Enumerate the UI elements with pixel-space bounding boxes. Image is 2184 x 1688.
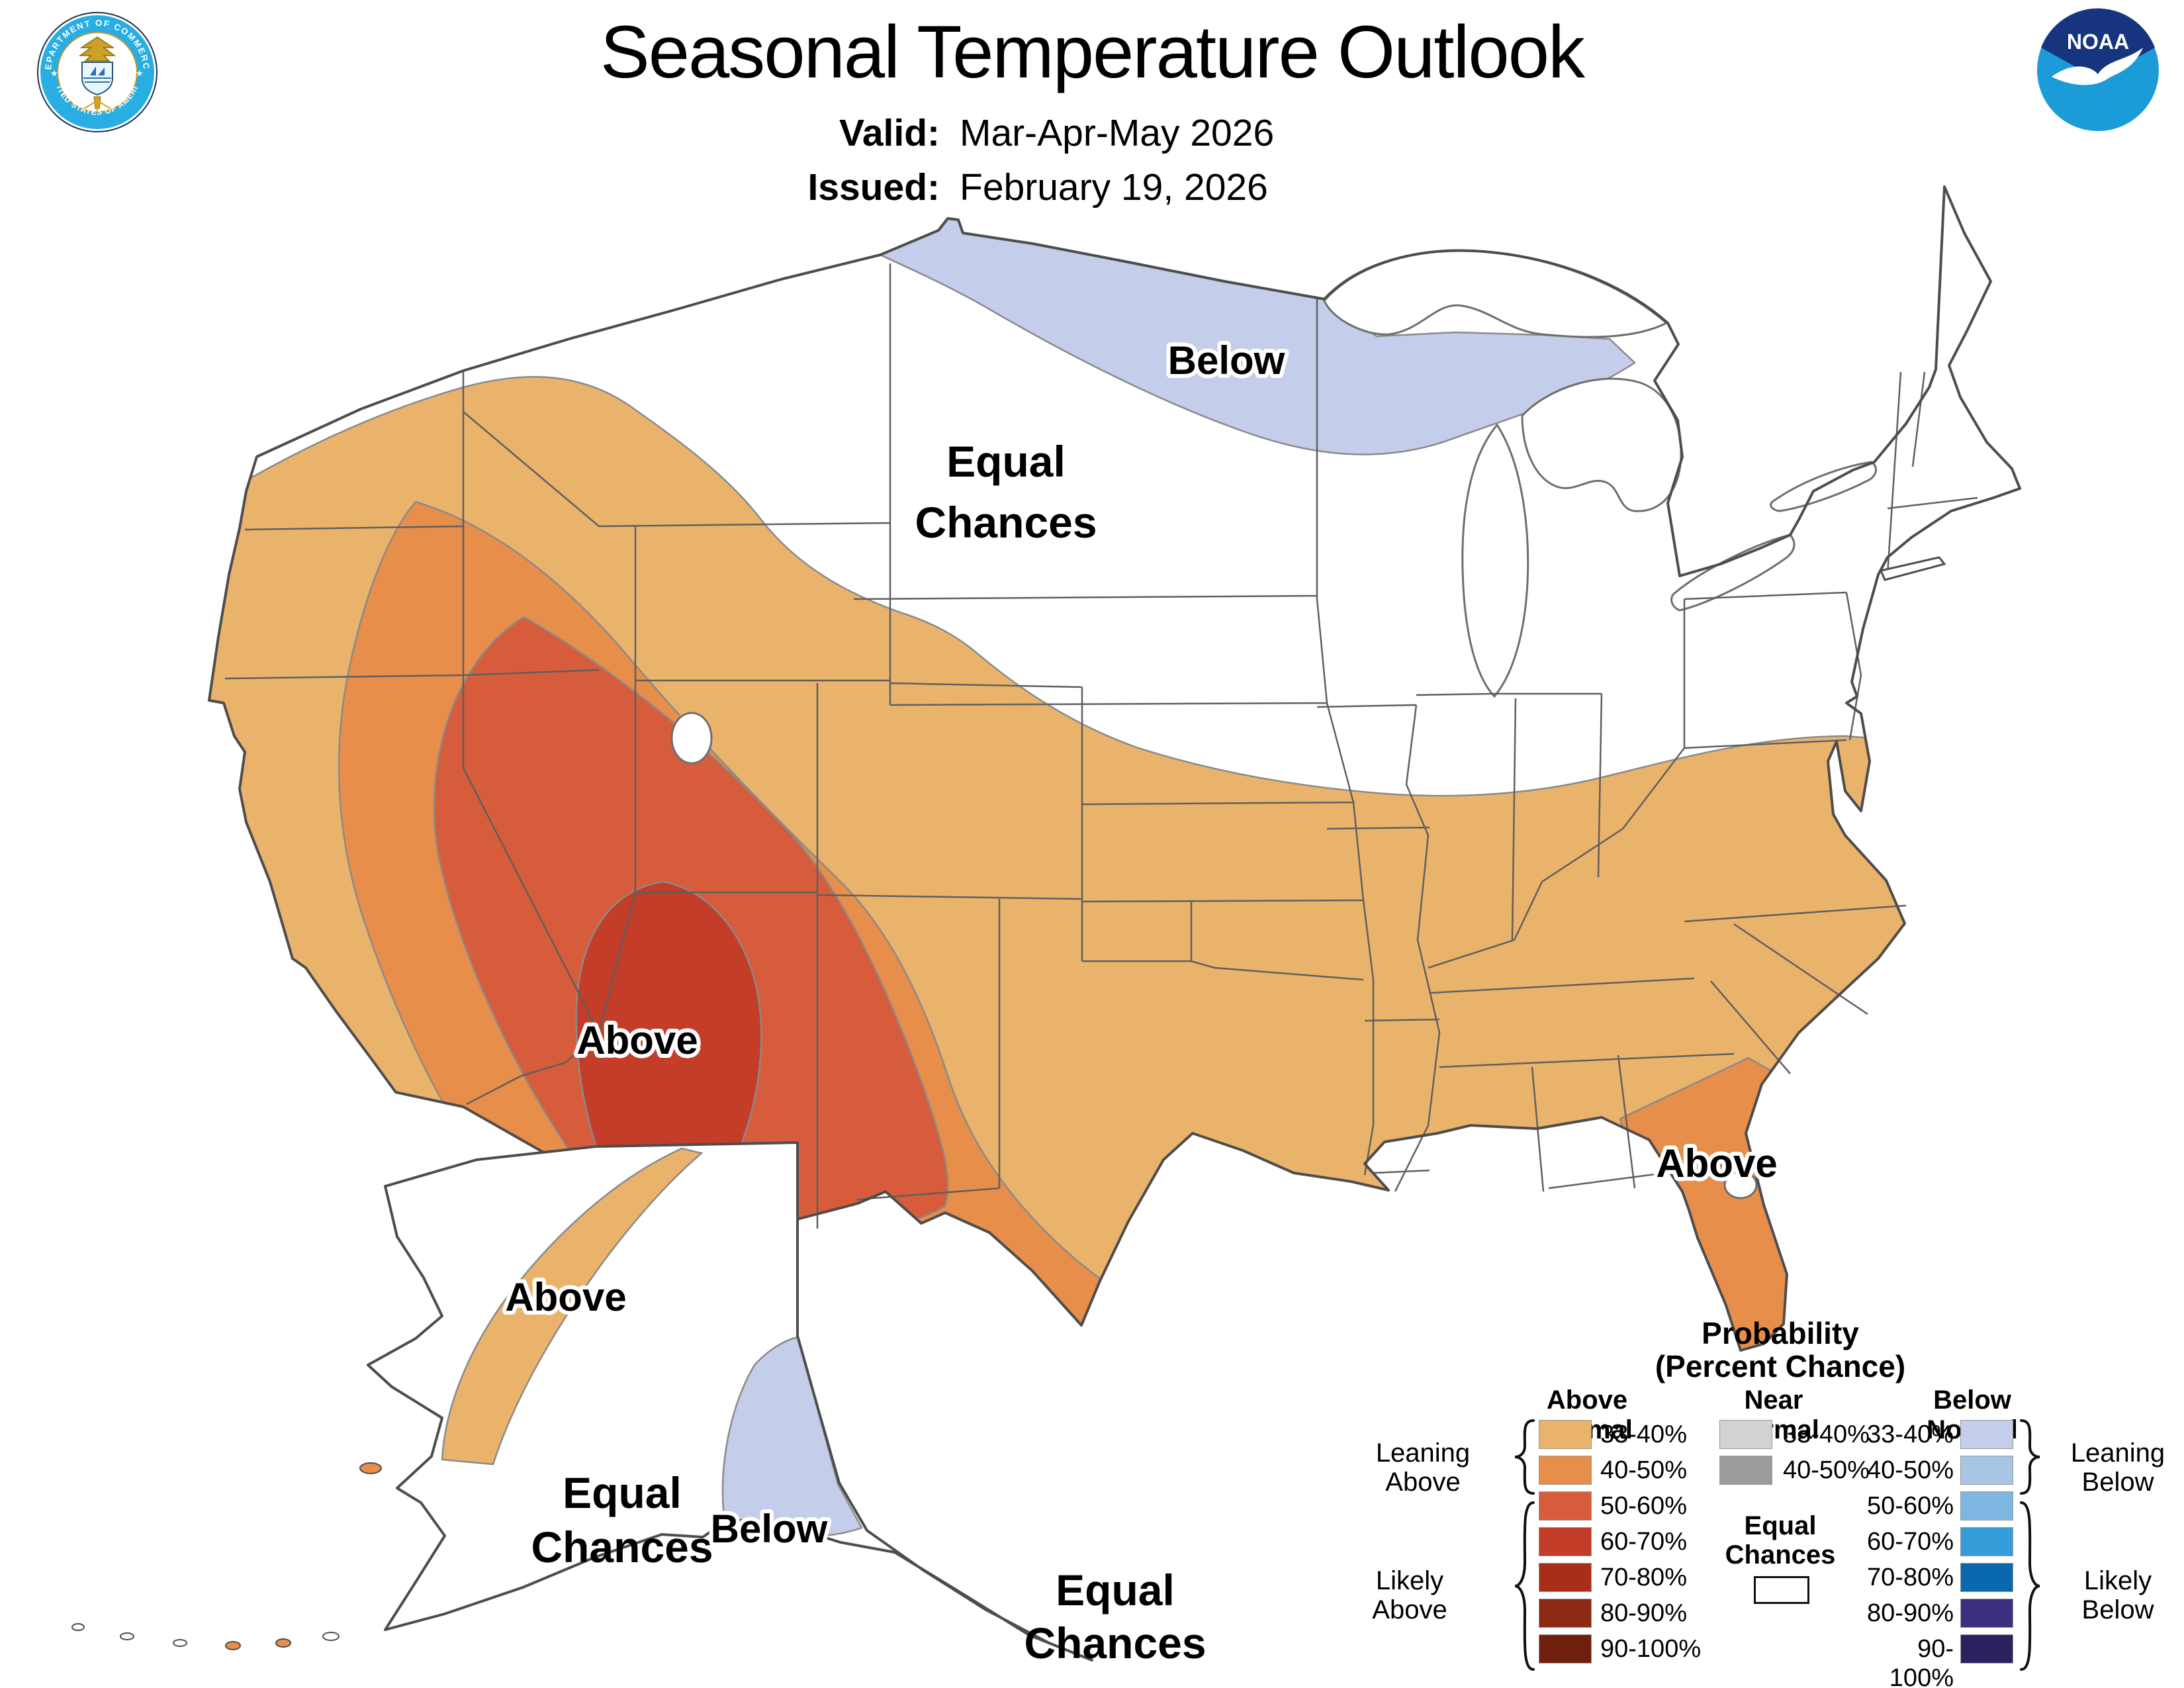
label-sw-above: Above	[576, 1018, 698, 1062]
legend-swatch-below-60-70	[1960, 1527, 2013, 1556]
conus-outline	[208, 185, 2021, 1352]
legend-leaning-below-label: Leaning Below	[2070, 1438, 2165, 1497]
noaa-logo-text: NOAA	[2067, 30, 2129, 54]
legend-swatch-below-70-80	[1960, 1563, 2013, 1592]
ak-region-above-33-40	[441, 1147, 704, 1466]
label-conus-equal-1: Equal	[946, 437, 1066, 486]
label-ak-above: Above	[505, 1275, 626, 1319]
legend-swatch-above-40-50	[1539, 1456, 1592, 1485]
legend-pct: 40-50%	[1783, 1456, 1870, 1484]
legend-swatch-above-33-40	[1539, 1420, 1592, 1449]
brace-leaning-below	[2020, 1419, 2040, 1495]
great-lakes	[670, 250, 1877, 1199]
label-ak-equal-1: Equal	[563, 1468, 682, 1517]
lake-erie	[1670, 534, 1796, 612]
legend-swatch-above-60-70	[1539, 1527, 1592, 1556]
doc-seal: DEPARTMENT OF COMMERCE UNITED STATES OF …	[34, 9, 158, 132]
legend-likely-below-label: Likely Below	[2081, 1566, 2154, 1624]
legend-pct: 90-100%	[1600, 1635, 1702, 1663]
issued-value: February 19, 2026	[960, 166, 1268, 209]
legend-pct: 50-60%	[1867, 1492, 1954, 1520]
doc-seal-shield-icon	[81, 62, 113, 96]
noaa-logo: NOAA	[2037, 8, 2159, 131]
legend-pct: 50-60%	[1600, 1492, 1687, 1520]
ak-region-below-33-40	[721, 1336, 863, 1538]
valid-value: Mar-Apr-May 2026	[960, 112, 1275, 154]
aleutian-islands	[71, 1462, 382, 1650]
legend-swatch-near-33-40	[1719, 1420, 1772, 1449]
doc-seal-star-left: ★	[50, 68, 58, 78]
legend-swatch-near-40-50	[1719, 1456, 1772, 1485]
brace-leaning-above	[1514, 1419, 1535, 1495]
label-ak-equal-2: Chances	[531, 1523, 713, 1571]
legend-swatch-equal-chances	[1754, 1576, 1809, 1604]
legend-pct: 40-50%	[1600, 1456, 1687, 1484]
legend-pct: 60-70%	[1867, 1528, 1954, 1556]
legend-pct: 33-40%	[1783, 1421, 1870, 1448]
brace-likely-below	[2020, 1501, 2040, 1671]
noaa-logo-bird-icon	[2052, 48, 2143, 85]
legend-swatch-above-50-60	[1539, 1491, 1592, 1521]
legend-pct: 70-80%	[1600, 1564, 1687, 1591]
legend-pct: 80-90%	[1867, 1599, 1954, 1627]
legend-pct: 90-100%	[1889, 1635, 1954, 1688]
legend-equal-chances-line1: Equal	[1744, 1511, 1817, 1540]
legend-likely-above-label: Likely Above	[1372, 1566, 1447, 1624]
long-island	[1879, 556, 1946, 581]
valid-row: Valid: Mar-Apr-May 2026	[741, 111, 1668, 155]
legend-pct: 40-50%	[1867, 1456, 1954, 1484]
legend-pct: 33-40%	[1600, 1421, 1687, 1448]
legend-pct: 80-90%	[1600, 1599, 1687, 1627]
legend-leaning-above-label: Leaning Above	[1375, 1438, 1471, 1497]
page-title: Seasonal Temperature Outlook	[600, 11, 1585, 93]
legend-pct: 70-80%	[1867, 1564, 1954, 1591]
lake-okeechobee	[1723, 1170, 1758, 1199]
legend-pct: 33-40%	[1867, 1421, 1954, 1448]
legend-equal-chances-line2: Chances	[1725, 1540, 1836, 1570]
doc-seal-lighthouse-icon	[83, 96, 111, 111]
legend-title-line1: Probability	[1702, 1316, 1859, 1350]
issued-row: Issued: February 19, 2026	[741, 165, 1668, 209]
lake-huron	[1521, 377, 1682, 512]
legend-swatch-below-80-90	[1960, 1599, 2013, 1628]
legend: Probability (Percent Chance) AboveNormal…	[1317, 1314, 2184, 1688]
label-ak-below: Below	[711, 1507, 828, 1551]
label-north-below: Below	[1168, 338, 1285, 383]
doc-seal-star-right: ★	[136, 68, 144, 78]
legend-swatch-below-50-60	[1960, 1491, 2013, 1521]
issued-label: Issued:	[807, 166, 940, 209]
legend-swatch-below-33-40	[1960, 1420, 2013, 1449]
label-fl-above: Above	[1656, 1141, 1777, 1186]
state-borders	[224, 263, 1978, 1229]
legend-pct: 60-70%	[1600, 1528, 1687, 1556]
legend-swatch-below-40-50	[1960, 1456, 2013, 1485]
brace-likely-above	[1514, 1501, 1535, 1671]
lake-michigan	[1461, 423, 1529, 698]
label-conus-equal-2: Chances	[915, 498, 1097, 547]
valid-label: Valid:	[839, 112, 940, 154]
great-salt-lake	[670, 712, 713, 765]
legend-title-line2: (Percent Chance)	[1655, 1349, 1906, 1383]
legend-swatch-below-90-100	[1960, 1634, 2013, 1664]
label-ak-se-equal-1: Equal	[1056, 1566, 1175, 1615]
legend-swatch-above-90-100	[1539, 1634, 1592, 1664]
doc-seal-eagle-icon	[78, 36, 116, 62]
legend-swatch-above-70-80	[1539, 1563, 1592, 1592]
label-ak-se-equal-2: Chances	[1024, 1618, 1206, 1667]
st-lawrence-island	[359, 1462, 382, 1474]
alaska-outline	[367, 1141, 1093, 1662]
region-north-below-33-40	[878, 217, 1636, 455]
legend-swatch-above-80-90	[1539, 1599, 1592, 1628]
